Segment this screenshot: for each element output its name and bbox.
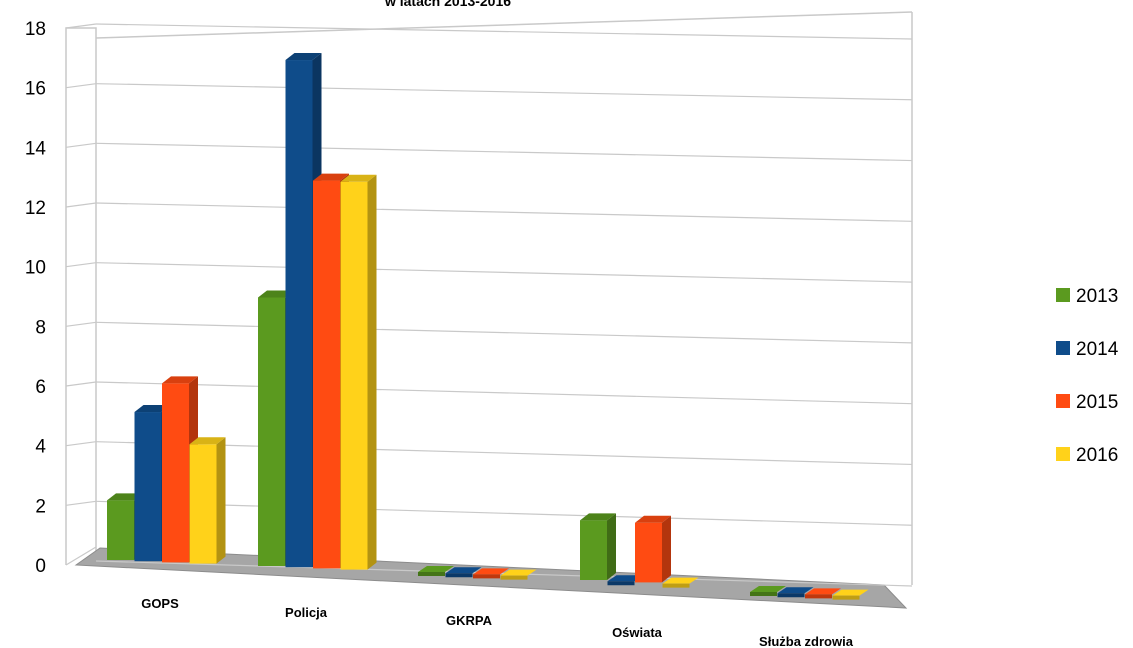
legend-swatch-2016: [1056, 447, 1070, 461]
bar-gkrpa-2013: [418, 566, 454, 576]
y-tick-label: 18: [25, 19, 46, 40]
bar-policja-2016: [340, 174, 377, 570]
legend-label-2014: 2014: [1076, 339, 1119, 360]
legend-swatch-2013: [1056, 288, 1070, 302]
bar-oświata-2015: [635, 515, 671, 583]
bar-oświata-2016: [662, 577, 699, 588]
legend-swatch-2015: [1056, 394, 1070, 408]
bar-służba-zdrowia-2013: [750, 586, 786, 596]
y-tick-label: 0: [35, 556, 46, 577]
category-labels: GOPS Policja GKRPA Oświata Służba zdrowia: [141, 596, 854, 648]
category-label: GOPS: [141, 596, 179, 611]
legend-label-2016: 2016: [1076, 445, 1118, 466]
y-tick-label: 14: [25, 138, 47, 159]
legend-label-2013: 2013: [1076, 286, 1118, 307]
category-label: Służba zdrowia: [759, 634, 854, 648]
bar-gops-2016: [189, 437, 226, 564]
y-tick-label: 12: [25, 198, 46, 219]
bar-służba-zdrowia-2014: [777, 587, 814, 598]
gridlines: [65, 23, 913, 587]
bar-służba-zdrowia-2015: [805, 588, 841, 599]
bar-gkrpa-2014: [445, 567, 482, 578]
bar-gkrpa-2015: [473, 568, 509, 579]
bar-gkrpa-2016: [500, 569, 537, 580]
bar-oświata-2013: [580, 513, 616, 580]
y-tick-label: 2: [35, 496, 46, 517]
bar-służba-zdrowia-2016: [832, 589, 869, 600]
y-tick-label: 4: [35, 437, 46, 458]
y-tick-label: 6: [35, 377, 46, 398]
category-label: GKRPA: [446, 613, 493, 628]
y-axis-ticks: 0 2 4 6 8 10 12 14 16 18: [25, 19, 47, 577]
bar-oświata-2014: [607, 575, 644, 586]
category-label: Policja: [285, 605, 328, 620]
legend: 2013 2014 2015 2016: [1056, 286, 1119, 466]
y-tick-label: 8: [35, 317, 46, 338]
y-tick-label: 10: [25, 258, 46, 279]
category-label: Oświata: [612, 625, 663, 640]
legend-swatch-2014: [1056, 341, 1070, 355]
y-tick-label: 16: [25, 79, 46, 100]
chart-title: w latach 2013-2016: [384, 0, 511, 9]
legend-label-2015: 2015: [1076, 392, 1118, 413]
bars: [107, 53, 869, 600]
